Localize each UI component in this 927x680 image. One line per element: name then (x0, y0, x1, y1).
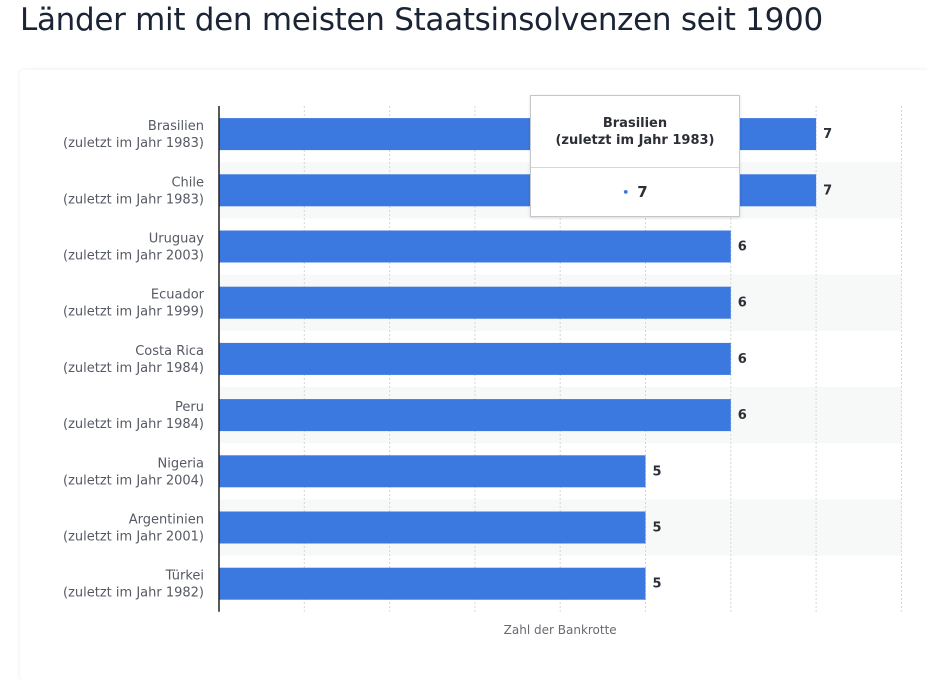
category-note: (zuletzt im Jahr 1982) (63, 586, 204, 601)
data-label: 6 (738, 240, 747, 255)
category-label: Brasilien (148, 119, 204, 134)
category-note: (zuletzt im Jahr 1984) (63, 361, 204, 376)
bar (219, 567, 646, 600)
data-label: 7 (823, 127, 832, 142)
bar (219, 455, 646, 488)
category-label: Chile (171, 175, 204, 190)
data-label: 7 (823, 183, 832, 198)
bar (219, 286, 731, 319)
bar (219, 511, 646, 544)
x-axis-title: Zahl der Bankrotte (504, 623, 617, 637)
category-note: (zuletzt im Jahr 1983) (63, 136, 204, 151)
category-label: Nigeria (157, 456, 204, 471)
category-note: (zuletzt im Jahr 2003) (63, 249, 204, 264)
category-label: Ecuador (151, 288, 205, 303)
tooltip-value: 7 (637, 183, 648, 201)
bar (219, 399, 731, 432)
category-labels: Brasilien (zuletzt im Jahr 1983) Chile (zul… (63, 119, 205, 601)
data-label: 6 (738, 352, 747, 367)
data-label: 5 (653, 464, 662, 479)
bar (219, 342, 731, 375)
category-label: Argentinien (129, 513, 204, 528)
category-label: Türkei (165, 569, 204, 584)
bar (219, 230, 731, 263)
data-label: 5 (653, 521, 662, 536)
tooltip-header: Brasilien (zuletzt im Jahr 1983) (531, 96, 739, 168)
category-label: Peru (175, 400, 204, 415)
tooltip-title: Brasilien (602, 115, 668, 131)
value-labels: 7 7 6 6 6 6 5 5 5 (653, 127, 833, 592)
category-note: (zuletzt im Jahr 1984) (63, 417, 204, 432)
series-marker-icon: • (622, 185, 630, 199)
data-label: 5 (653, 577, 662, 592)
category-note: (zuletzt im Jahr 1999) (63, 305, 204, 320)
tooltip-subtitle: (zuletzt im Jahr 1983) (555, 132, 715, 148)
tooltip: Brasilien (zuletzt im Jahr 1983) • 7 (530, 95, 740, 217)
category-note: (zuletzt im Jahr 1983) (63, 192, 204, 207)
category-label: Uruguay (149, 232, 205, 247)
page-title: Länder mit den meisten Staatsinsolvenzen… (20, 2, 823, 38)
tooltip-body: • 7 (531, 168, 739, 216)
data-label: 6 (738, 408, 747, 423)
category-note: (zuletzt im Jahr 2001) (63, 530, 204, 545)
category-label: Costa Rica (135, 344, 204, 359)
data-label: 6 (738, 296, 747, 311)
category-note: (zuletzt im Jahr 2004) (63, 473, 204, 488)
